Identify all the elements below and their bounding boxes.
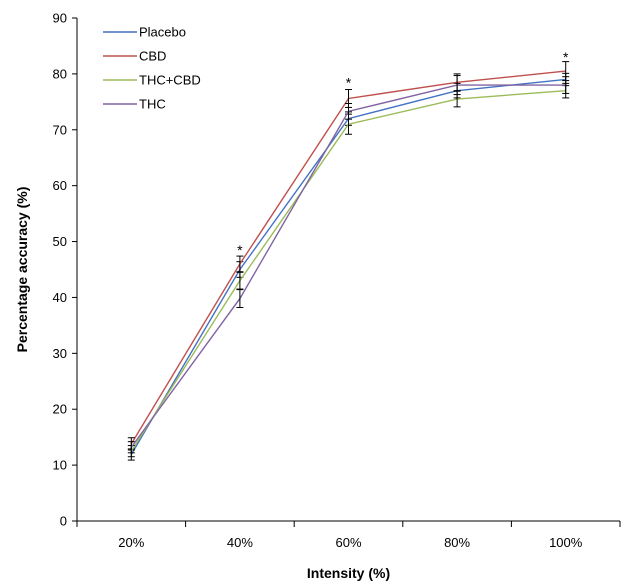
significance-marker: * bbox=[563, 49, 569, 65]
legend-label: Placebo bbox=[139, 25, 186, 40]
y-axis-title: Percentage accuracy (%) bbox=[14, 187, 30, 353]
y-tick-label: 0 bbox=[60, 514, 67, 529]
x-axis-title: Intensity (%) bbox=[307, 565, 390, 581]
significance-marker: * bbox=[237, 242, 243, 258]
series-line bbox=[130, 78, 566, 455]
series-thc-cbd bbox=[127, 82, 570, 458]
legend-label: THC+CBD bbox=[139, 73, 201, 88]
series-line bbox=[130, 89, 566, 452]
y-tick-label: 30 bbox=[53, 346, 67, 361]
x-tick-label: 20% bbox=[118, 535, 144, 550]
y-tick-label: 20 bbox=[53, 402, 67, 417]
y-tick-label: 50 bbox=[53, 234, 67, 249]
y-tick-label: 80 bbox=[53, 66, 67, 81]
x-tick-label: 60% bbox=[335, 535, 361, 550]
x-tick-label: 80% bbox=[444, 535, 470, 550]
legend-label: CBD bbox=[139, 49, 166, 64]
series-thc bbox=[127, 75, 570, 454]
legend-label: THC bbox=[139, 97, 166, 112]
x-tick-label: 40% bbox=[227, 535, 253, 550]
series-line bbox=[130, 84, 566, 448]
y-tick-label: 60 bbox=[53, 178, 67, 193]
significance-marker: * bbox=[346, 74, 352, 90]
legend: Placebo CBD THC+CBD THC bbox=[103, 25, 201, 112]
y-tick-label: 40 bbox=[53, 290, 67, 305]
y-tick-label: 70 bbox=[53, 122, 67, 137]
y-tick-label: 90 bbox=[53, 11, 67, 26]
x-tick-label: 100% bbox=[549, 535, 583, 550]
y-tick-label: 10 bbox=[53, 458, 67, 473]
